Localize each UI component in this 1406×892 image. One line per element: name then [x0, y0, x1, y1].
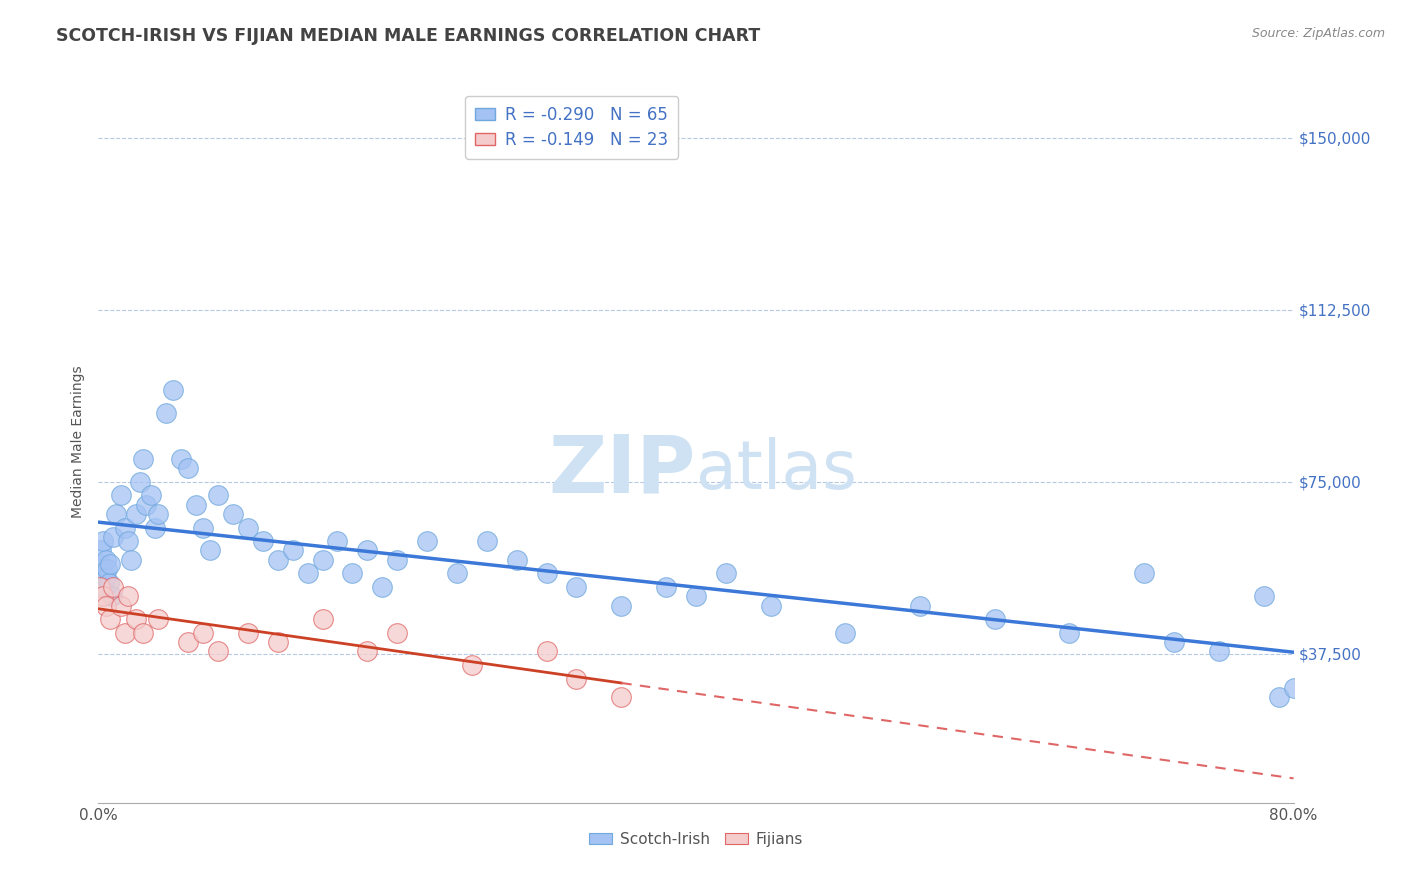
Point [281, 543, 304, 558]
Point [207, 488, 229, 502]
Point [114, 626, 136, 640]
Point [371, 580, 394, 594]
Point [103, 580, 125, 594]
Point [297, 566, 319, 581]
Point [267, 552, 290, 566]
Point [267, 635, 290, 649]
Point [148, 507, 170, 521]
Point [984, 612, 1007, 626]
Point [132, 626, 155, 640]
Point [834, 626, 856, 640]
Text: SCOTCH-IRISH VS FIJIAN MEDIAN MALE EARNINGS CORRELATION CHART: SCOTCH-IRISH VS FIJIAN MEDIAN MALE EARNI… [56, 27, 761, 45]
Point [1267, 690, 1289, 705]
Point [311, 552, 333, 566]
Point [132, 451, 155, 466]
Point [565, 580, 588, 594]
Point [252, 534, 274, 549]
Point [610, 690, 633, 705]
Point [97, 575, 120, 590]
Point [90, 543, 112, 558]
Point [155, 406, 177, 420]
Point [1133, 566, 1156, 581]
Point [91, 590, 114, 604]
Y-axis label: Median Male Earnings: Median Male Earnings [72, 365, 86, 518]
Point [177, 635, 200, 649]
Point [236, 626, 259, 640]
Point [98, 612, 122, 626]
Point [536, 566, 558, 581]
Point [105, 507, 128, 521]
Point [91, 534, 114, 549]
Point [143, 520, 166, 534]
Point [94, 552, 117, 566]
Point [685, 590, 707, 604]
Point [139, 488, 162, 502]
Point [177, 461, 200, 475]
Point [200, 543, 222, 558]
Text: atlas: atlas [696, 437, 856, 503]
Point [416, 534, 439, 549]
Text: Source: ZipAtlas.com: Source: ZipAtlas.com [1251, 27, 1385, 40]
Point [536, 644, 558, 658]
Point [114, 520, 136, 534]
Point [311, 612, 333, 626]
Point [1059, 626, 1081, 640]
Point [1282, 681, 1305, 695]
Point [91, 566, 114, 581]
Point [120, 552, 142, 566]
Point [714, 566, 737, 581]
Point [655, 580, 678, 594]
Point [356, 644, 378, 658]
Point [475, 534, 498, 549]
Point [759, 599, 782, 613]
Point [191, 520, 214, 534]
Point [125, 507, 148, 521]
Point [184, 498, 207, 512]
Text: ZIP: ZIP [548, 432, 696, 509]
Point [1163, 635, 1185, 649]
Point [908, 599, 931, 613]
Point [446, 566, 468, 581]
Point [98, 558, 122, 572]
Point [125, 612, 148, 626]
Point [385, 552, 409, 566]
Point [385, 626, 409, 640]
Point [101, 590, 124, 604]
Point [162, 383, 184, 397]
Point [110, 599, 132, 613]
Point [89, 580, 111, 594]
Point [342, 566, 364, 581]
Point [129, 475, 152, 489]
Point [103, 530, 125, 544]
Point [94, 571, 117, 585]
Point [191, 626, 214, 640]
Point [506, 552, 529, 566]
Point [222, 507, 245, 521]
Point [565, 672, 588, 686]
Point [610, 599, 633, 613]
Point [326, 534, 349, 549]
Point [94, 599, 117, 613]
Point [236, 520, 259, 534]
Point [148, 612, 170, 626]
Point [1253, 590, 1275, 604]
Point [356, 543, 378, 558]
Point [117, 590, 139, 604]
Point [461, 658, 484, 673]
Point [89, 558, 111, 572]
Legend: Scotch-Irish, Fijians: Scotch-Irish, Fijians [583, 826, 808, 853]
Point [1208, 644, 1230, 658]
Point [117, 534, 139, 549]
Point [93, 580, 115, 594]
Point [135, 498, 157, 512]
Point [96, 562, 118, 576]
Point [207, 644, 229, 658]
Point [169, 451, 191, 466]
Point [110, 488, 132, 502]
